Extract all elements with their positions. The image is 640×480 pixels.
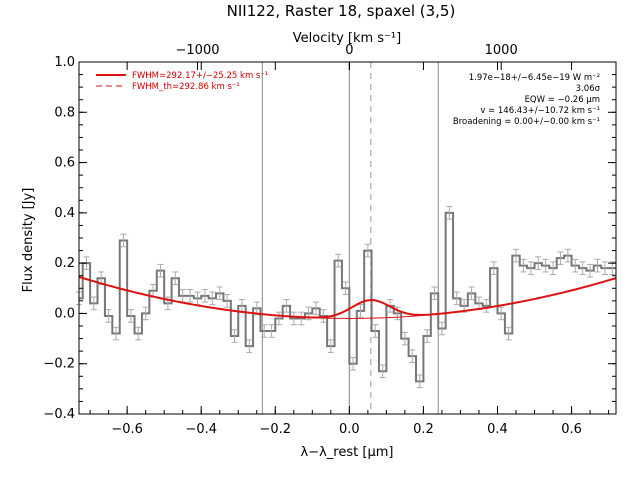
error-bar bbox=[490, 261, 497, 275]
error-bar bbox=[268, 324, 275, 338]
error-bar bbox=[483, 299, 490, 313]
x-tick-label: 0.0 bbox=[339, 422, 360, 437]
error-bar bbox=[298, 311, 305, 326]
y-tick-label: 0.4 bbox=[54, 206, 75, 221]
y-tick-label: 1.0 bbox=[54, 55, 75, 70]
y-axis-title: Flux density [Jy] bbox=[21, 188, 36, 293]
error-bar bbox=[550, 261, 557, 275]
error-bar bbox=[120, 233, 127, 248]
error-bar bbox=[216, 286, 223, 301]
error-bar bbox=[335, 253, 342, 268]
error-bar bbox=[453, 291, 460, 306]
top-tick-label: 0 bbox=[345, 43, 353, 58]
error-bar bbox=[513, 248, 520, 263]
y-tick-label: 0.6 bbox=[54, 156, 75, 171]
error-bar bbox=[401, 331, 408, 346]
error-bar bbox=[142, 306, 149, 321]
x-tick-label: 0.6 bbox=[561, 422, 582, 437]
error-bar bbox=[431, 286, 438, 301]
error-bar bbox=[372, 324, 379, 338]
error-bar bbox=[327, 339, 334, 353]
error-bar bbox=[172, 271, 179, 286]
error-bar bbox=[290, 311, 297, 326]
error-bar bbox=[542, 258, 549, 273]
error-bar bbox=[157, 263, 164, 278]
error-bar bbox=[246, 339, 253, 353]
y-tick-label: −0.2 bbox=[43, 357, 75, 372]
error-bar bbox=[313, 301, 320, 316]
x-tick-label: −0.6 bbox=[111, 422, 143, 437]
error-bar bbox=[127, 309, 134, 323]
error-bar bbox=[564, 248, 571, 263]
fit-annotation: EQW = −0.26 μm bbox=[525, 95, 600, 105]
error-bar bbox=[579, 261, 586, 275]
y-tick-label: 0.2 bbox=[54, 256, 75, 271]
error-bar bbox=[609, 261, 616, 275]
error-bar bbox=[409, 349, 416, 363]
error-bar bbox=[135, 326, 142, 341]
error-bar bbox=[209, 291, 216, 306]
error-bar bbox=[438, 321, 445, 336]
error-bar bbox=[224, 294, 231, 308]
error-bar bbox=[527, 261, 534, 275]
x-tick-label: −0.2 bbox=[259, 422, 291, 437]
chart-title: NII122, Raster 18, spaxel (3,5) bbox=[227, 2, 456, 20]
error-bar bbox=[498, 306, 505, 321]
error-bar bbox=[283, 299, 290, 313]
top-tick-label: −1000 bbox=[176, 43, 220, 58]
x-axis-title: λ−λ_rest [μm] bbox=[301, 445, 394, 460]
error-bar bbox=[379, 364, 386, 379]
error-bar bbox=[231, 329, 238, 343]
legend-label: FWHM_th=292.86 km s⁻¹ bbox=[132, 82, 240, 92]
error-bar bbox=[105, 309, 112, 323]
error-bar bbox=[320, 309, 327, 323]
y-tick-label: −0.4 bbox=[43, 407, 75, 422]
fit-baseline bbox=[312, 314, 424, 319]
x-tick-label: −0.4 bbox=[185, 422, 217, 437]
error-bar bbox=[275, 311, 282, 326]
error-bar bbox=[187, 289, 194, 303]
error-bar bbox=[520, 258, 527, 273]
x-tick-label: 0.4 bbox=[487, 422, 508, 437]
fit-annotation: v = 146.43+/−10.72 km s⁻¹ bbox=[480, 106, 600, 116]
error-bar bbox=[594, 258, 601, 273]
y-tick-label: 0.0 bbox=[54, 306, 75, 321]
legend-label: FWHM=292.17+/−25.25 km s⁻¹ bbox=[132, 71, 268, 81]
top-axis-title: Velocity [km s⁻¹] bbox=[293, 31, 401, 46]
fit-annotation: 1.97e−18+/−6.45e−19 W m⁻² bbox=[469, 73, 600, 83]
error-bar bbox=[113, 326, 120, 341]
error-bar bbox=[261, 324, 268, 338]
top-tick-label: 1000 bbox=[485, 43, 518, 58]
error-bar bbox=[557, 251, 564, 265]
error-bar bbox=[572, 258, 579, 273]
error-bar bbox=[416, 374, 423, 389]
error-bar bbox=[342, 281, 349, 296]
error-bar bbox=[535, 256, 542, 270]
error-bar bbox=[587, 263, 594, 278]
error-bar bbox=[505, 326, 512, 341]
fit-annotation: Broadening = 0.00+/−0.00 km s⁻¹ bbox=[453, 117, 600, 127]
fit-annotation: 3.06σ bbox=[576, 84, 601, 94]
error-bar bbox=[424, 329, 431, 343]
error-bar bbox=[468, 286, 475, 301]
error-bar bbox=[446, 206, 453, 220]
error-bar bbox=[90, 296, 97, 311]
error-bar bbox=[601, 261, 608, 275]
error-bar bbox=[350, 356, 357, 371]
error-bar bbox=[364, 243, 371, 258]
error-bar bbox=[201, 289, 208, 303]
y-tick-label: 0.8 bbox=[54, 105, 75, 120]
x-tick-label: 0.2 bbox=[413, 422, 434, 437]
fit-curve bbox=[78, 275, 617, 319]
